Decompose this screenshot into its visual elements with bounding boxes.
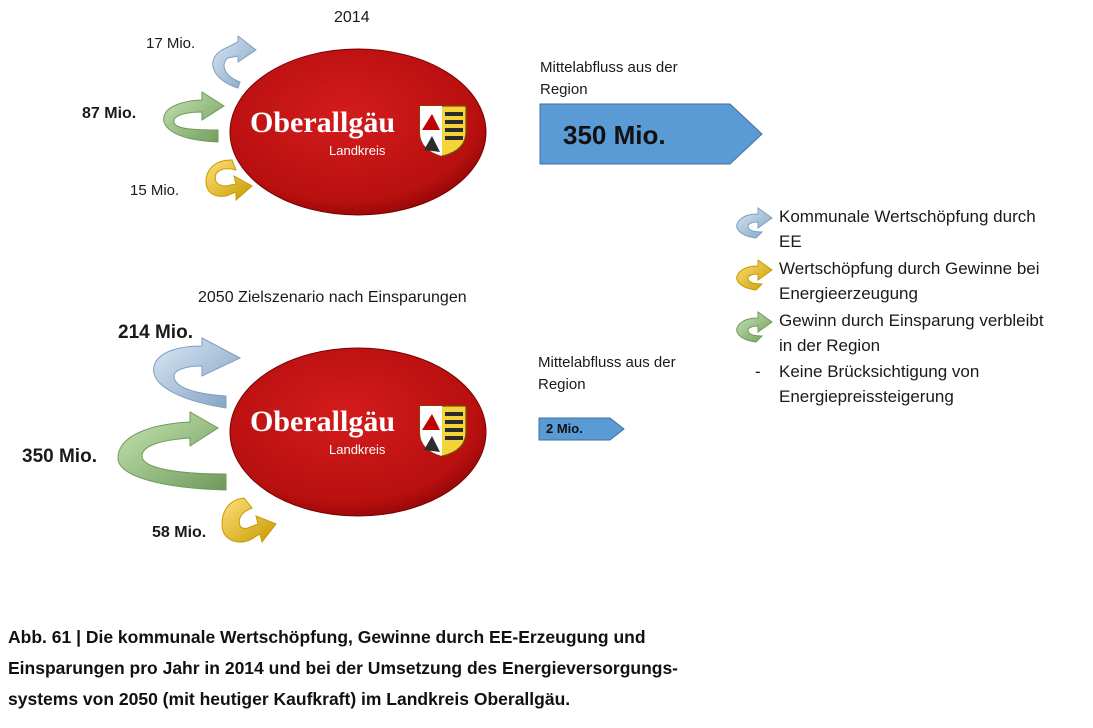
outflow-heading-2014-line1: Mittelabfluss aus der: [540, 59, 678, 76]
einsparung-value-2050: 350 Mio.: [22, 446, 97, 467]
region-subtitle-2050: Landkreis: [329, 442, 386, 457]
kommunal-arrow-2050: [153, 337, 242, 409]
caption-line-2: Einsparungen pro Jahr in 2014 und bei de…: [8, 658, 679, 678]
einsparung-arrow-2050: [117, 411, 227, 491]
region-name-2050: Oberallgäu: [250, 405, 396, 438]
title-2050: 2050 Zielszenario nach Einsparungen: [198, 289, 467, 306]
legend-note-dash: -: [755, 362, 761, 381]
outflow-heading-2050-line2: Region: [538, 376, 586, 393]
region-ellipse-2050: [229, 347, 487, 517]
outflow-heading-2050: Mittelabfluss aus der Region: [538, 352, 676, 396]
legend-einsparung-label: Gewinn durch Einsparung verbleibt in der…: [779, 308, 1089, 358]
kommunal-arrow-2014: [212, 34, 257, 89]
legend-note-line2: Energiepreissteigerung: [779, 387, 954, 406]
gewinne-arrow-2014: [205, 159, 253, 202]
legend-kommunal-line2: EE: [779, 232, 802, 251]
legend-gewinne-line1: Wertschöpfung durch Gewinne bei: [779, 259, 1040, 278]
outflow-heading-2050-line1: Mittelabfluss aus der: [538, 354, 676, 371]
kommunal-value-2050: 214 Mio.: [118, 322, 193, 343]
legend-kommunal-label: Kommunale Wertschöpfung durch EE: [779, 204, 1089, 254]
outflow-heading-2014-line2: Region: [540, 81, 588, 98]
outflow-heading-2014: Mittelabfluss aus der Region: [540, 57, 678, 101]
region-subtitle-2014: Landkreis: [329, 143, 386, 158]
einsparung-arrow-2014: [163, 91, 225, 143]
year-label-2014: 2014: [334, 9, 370, 26]
kommunal-value-2014: 17 Mio.: [146, 35, 196, 52]
legend-einsparung-line1: Gewinn durch Einsparung verbleibt: [779, 311, 1044, 330]
legend-einsparung-icon: [736, 311, 773, 343]
outflow-value-2050: 2 Mio.: [546, 421, 583, 436]
legend-note-label: Keine Brücksichtigung von Energiepreisst…: [779, 359, 1089, 409]
outflow-arrow-2050: [538, 417, 625, 441]
legend-gewinne-label: Wertschöpfung durch Gewinne bei Energiee…: [779, 256, 1089, 306]
region-name-2014: Oberallgäu: [250, 106, 396, 139]
legend-einsparung-line2: in der Region: [779, 336, 881, 355]
gewinne-arrow-2050: [221, 497, 277, 544]
legend-gewinne-line2: Energieerzeugung: [779, 284, 918, 303]
coat-of-arms-2050: [419, 405, 467, 457]
outflow-arrow-2014: [539, 103, 763, 165]
gewinne-value-2050: 58 Mio.: [152, 524, 207, 541]
region-ellipse-2014: [229, 48, 487, 216]
legend-kommunal-icon: [736, 207, 773, 239]
outflow-value-2014: 350 Mio.: [563, 120, 666, 150]
legend-kommunal-line1: Kommunale Wertschöpfung durch: [779, 207, 1036, 226]
gewinne-value-2014: 15 Mio.: [130, 182, 180, 199]
coat-of-arms-2014: [419, 105, 467, 157]
figure-caption: Abb. 61 | Die kommunale Wertschöpfung, G…: [8, 622, 1008, 715]
caption-line-3: systems von 2050 (mit heutiger Kaufkraft…: [8, 689, 571, 709]
legend-note-line1: Keine Brücksichtigung von: [779, 362, 980, 381]
legend-gewinne-icon: [736, 259, 773, 291]
caption-line-1: Abb. 61 | Die kommunale Wertschöpfung, G…: [8, 627, 646, 647]
einsparung-value-2014: 87 Mio.: [82, 105, 137, 122]
